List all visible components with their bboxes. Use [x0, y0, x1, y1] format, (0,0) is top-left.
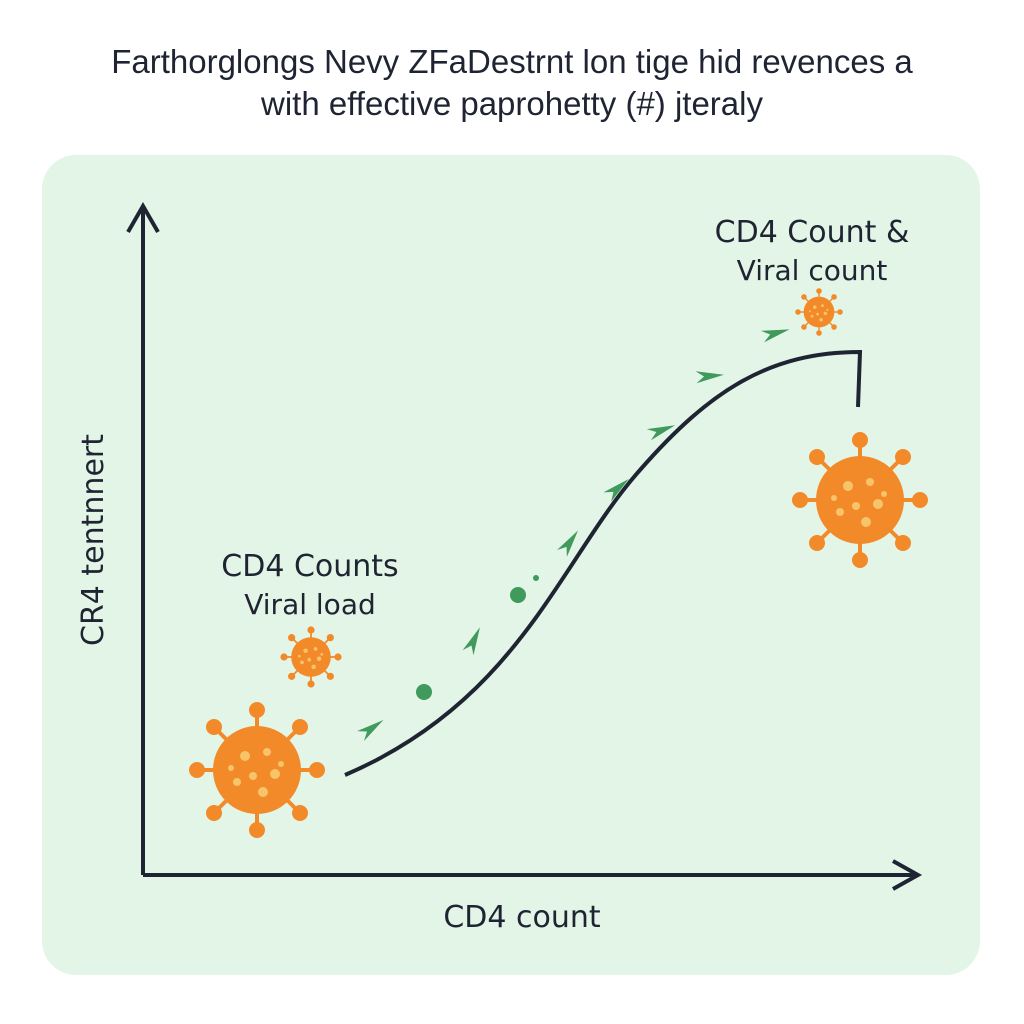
annotation-line: CD4 Counts	[221, 549, 398, 584]
x-axis-label: CD4 count	[443, 900, 601, 935]
title-line: with effective paprohetty (#) jteraly	[260, 85, 763, 122]
annotation-line: Viral load	[244, 588, 376, 621]
annotation-line: Viral count	[737, 254, 888, 287]
y-axis-label: CR4 tentnnert	[76, 434, 111, 646]
trend-arrows	[357, 323, 792, 741]
title-line: Farthorglongs Nevy ZFaDestrnt lon tige h…	[111, 43, 913, 80]
curve	[344, 349, 863, 777]
annotation-line: CD4 Count &	[715, 215, 910, 250]
axes	[126, 201, 923, 891]
